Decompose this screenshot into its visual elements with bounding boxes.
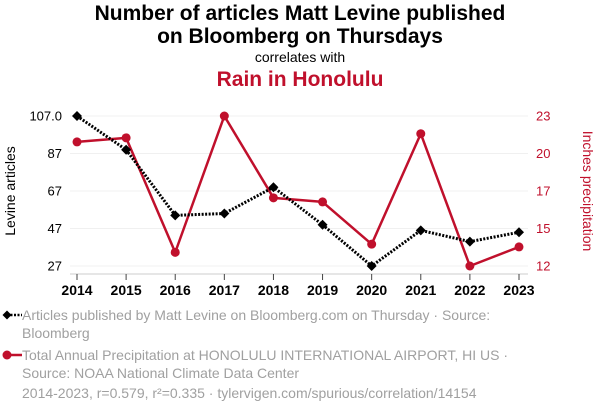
legend-marker-circle-icon xyxy=(2,350,22,360)
x-tick-label: 2021 xyxy=(405,282,436,298)
data-point-precipitation xyxy=(170,247,180,257)
data-point-articles xyxy=(219,208,230,219)
x-tick-label: 2020 xyxy=(356,282,387,298)
series-lines xyxy=(76,114,520,268)
data-point-articles xyxy=(317,219,328,230)
data-point-precipitation xyxy=(465,261,475,271)
data-point-precipitation xyxy=(121,133,131,143)
data-point-articles xyxy=(366,261,377,271)
legend-label-precipitation: Total Annual Precipitation at HONOLULU I… xyxy=(22,347,509,381)
y-left-tick-label: 67 xyxy=(48,184,62,199)
y-right-tick-label: 23 xyxy=(536,109,550,124)
data-point-precipitation xyxy=(268,193,278,203)
data-point-articles xyxy=(72,111,82,121)
y-left-axis-title: Levine articles xyxy=(2,146,18,236)
data-point-precipitation xyxy=(367,239,377,249)
chart-title-line2: on Bloomberg on Thursdays xyxy=(157,25,443,48)
chart-title-secondary: Rain in Honolulu xyxy=(216,68,384,91)
x-tick-label: 2022 xyxy=(454,282,485,298)
data-point-precipitation xyxy=(219,111,229,121)
data-point-precipitation xyxy=(416,129,426,139)
data-point-articles xyxy=(121,144,132,155)
series-articles-line xyxy=(76,114,520,268)
data-point-articles xyxy=(170,210,181,221)
data-point-articles xyxy=(415,225,426,236)
legend-label-articles: Articles published by Matt Levine on Blo… xyxy=(22,307,491,341)
data-point-articles xyxy=(514,227,524,238)
x-tick-label: 2023 xyxy=(503,282,534,298)
y-right-tick-label: 15 xyxy=(536,221,550,236)
chart-title: Number of articles Matt Levine published… xyxy=(0,2,600,48)
y-right-tick-label: 17 xyxy=(536,184,550,199)
data-point-precipitation xyxy=(72,137,82,147)
x-tick-label: 2019 xyxy=(307,282,338,298)
x-tick-label: 2018 xyxy=(258,282,289,298)
y-right-tick-label: 20 xyxy=(536,146,550,161)
x-tick-label: 2014 xyxy=(61,282,92,298)
legend-marker-diamond-icon xyxy=(2,310,22,320)
series-markers xyxy=(72,111,524,271)
data-point-precipitation xyxy=(318,197,328,207)
x-tick-label: 2016 xyxy=(160,282,191,298)
chart-title-line1: Number of articles Matt Levine published xyxy=(94,2,506,25)
y-left-tick-label: 87 xyxy=(48,146,62,161)
y-right-axis-title: Inches precipitation xyxy=(580,131,596,252)
y-left-tick-label: 27 xyxy=(48,259,62,274)
data-point-precipitation xyxy=(514,242,524,252)
y-left-tick-label: 47 xyxy=(48,221,62,236)
data-point-articles xyxy=(464,236,475,247)
y-right-tick-label: 12 xyxy=(536,259,550,274)
x-tick-label: 2017 xyxy=(209,282,240,298)
grid-lines xyxy=(70,115,528,267)
chart-subtitle: correlates with xyxy=(254,49,346,65)
footer-citation: 2014-2023, r=0.579, r²=0.335 · tylervige… xyxy=(22,385,477,401)
series-precipitation-line xyxy=(76,114,520,268)
y-left-tick-label: 107.0 xyxy=(29,109,62,124)
data-point-articles xyxy=(268,182,279,193)
x-tick-label: 2015 xyxy=(111,282,142,298)
